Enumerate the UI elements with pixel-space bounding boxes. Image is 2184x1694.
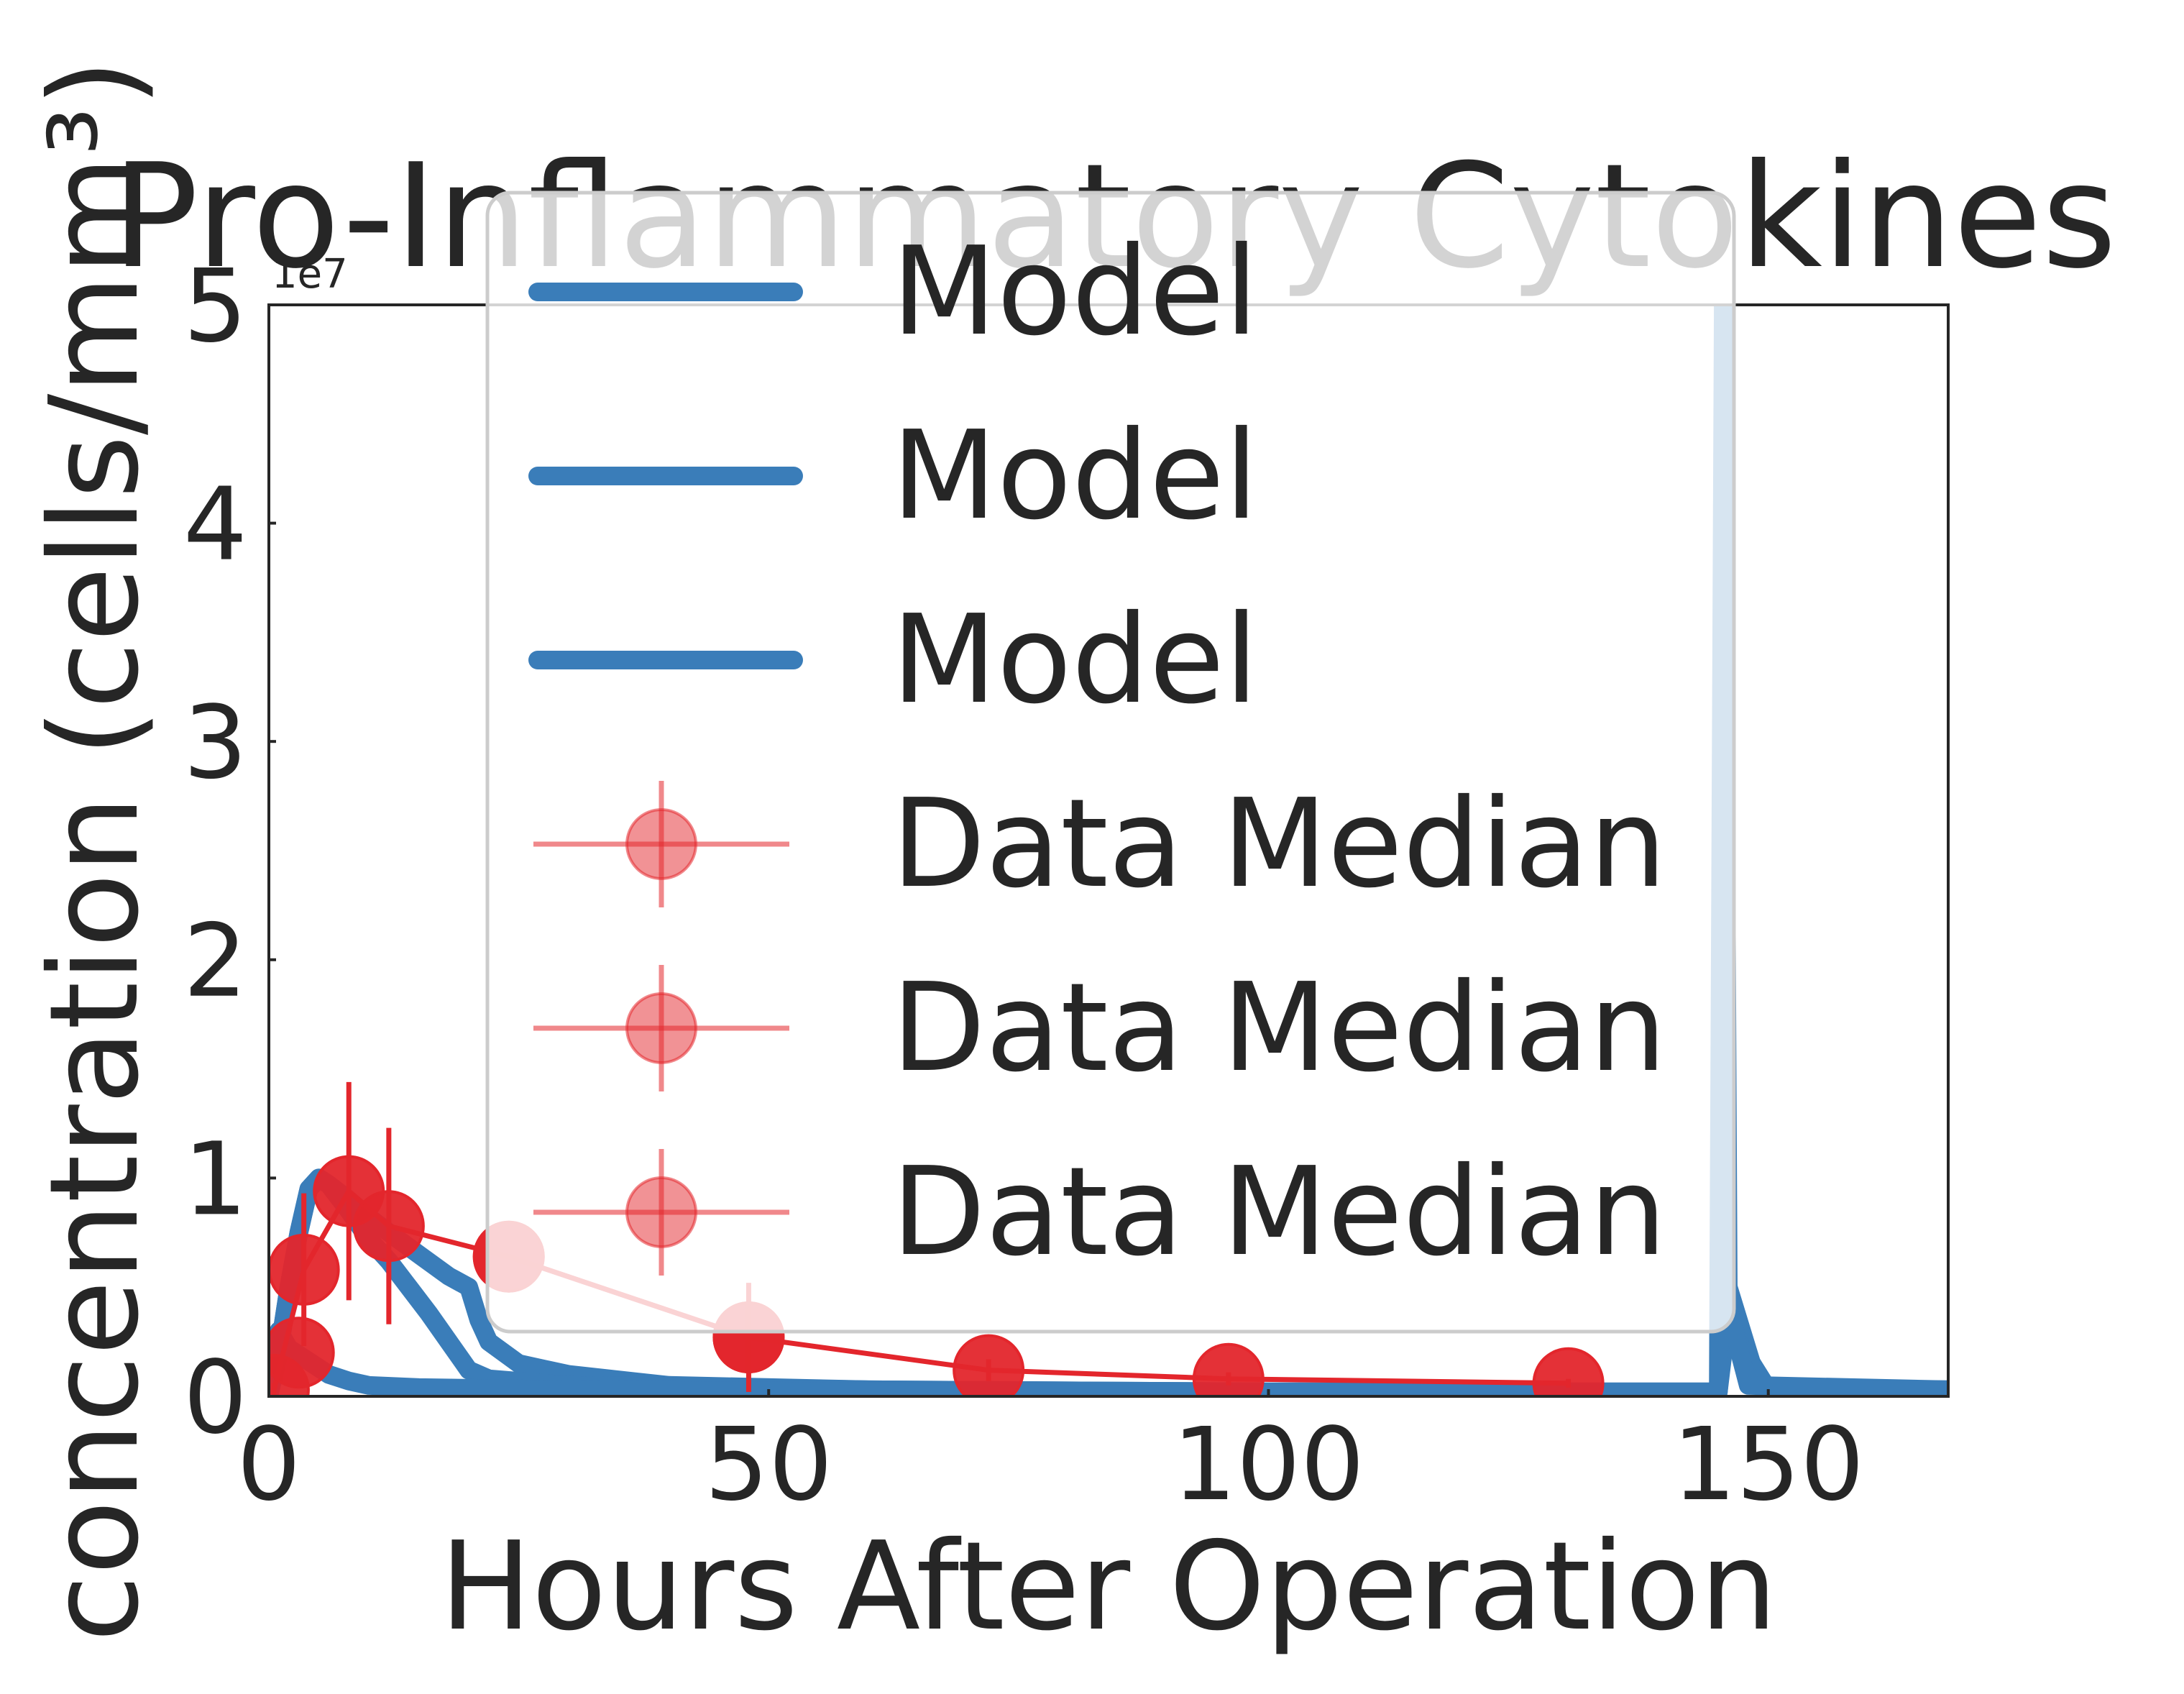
legend-label: Data Median [891, 773, 1666, 915]
x-axis-label: Hours After Operation [440, 1516, 1777, 1658]
legend-entry-4: Data Median [533, 773, 1666, 915]
data-point [1192, 1342, 1265, 1396]
legend-marker-point [625, 808, 697, 880]
data-point [269, 1317, 335, 1389]
legend-marker-point [625, 1176, 697, 1248]
legend-entry-6: Data Median [533, 1141, 1666, 1283]
data-point [352, 1190, 425, 1263]
legend-label: Model [891, 221, 1258, 363]
y-scale-label: 1e7 [272, 251, 348, 298]
y-tick-label: 5 [183, 248, 247, 365]
data-series-2 [269, 1317, 335, 1389]
legend-label: Data Median [891, 957, 1666, 1099]
data-point [269, 1233, 340, 1306]
y-axis-label: concentration (cells/mm³) [24, 59, 166, 1642]
legend-label: Model [891, 589, 1258, 731]
legend-marker-point [625, 992, 697, 1064]
x-tick-label: 100 [1173, 1406, 1364, 1524]
legend-label: Model [891, 405, 1258, 547]
x-tick-label: 50 [705, 1406, 832, 1524]
y-tick-label: 2 [183, 903, 247, 1020]
y-tick-label: 1 [183, 1121, 247, 1238]
y-tick-label: 4 [183, 467, 247, 584]
data-point [1532, 1347, 1605, 1396]
x-axis: 0 50 100 150 [237, 1389, 1864, 1524]
legend-entry-5: Data Median [533, 957, 1666, 1099]
y-axis: 0 1 2 3 4 5 [183, 248, 276, 1457]
legend-label: Data Median [891, 1141, 1666, 1283]
legend-entry-1: Model [528, 221, 1258, 363]
x-tick-label: 150 [1672, 1406, 1864, 1524]
legend: Model Model Model Data Median Data Median Dat… [485, 191, 1736, 1334]
y-tick-label: 3 [183, 685, 247, 802]
data-point [953, 1334, 1025, 1396]
x-tick-label: 0 [237, 1406, 300, 1524]
legend-entry-2: Model [528, 405, 1258, 547]
y-tick-label: 0 [183, 1340, 247, 1457]
legend-entry-3: Model [528, 589, 1258, 731]
